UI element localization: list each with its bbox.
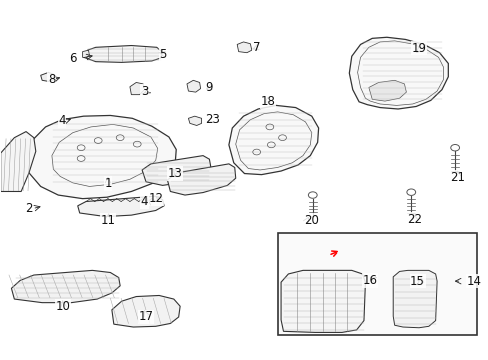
Polygon shape (281, 270, 365, 332)
Text: 15: 15 (409, 275, 424, 288)
Polygon shape (167, 164, 235, 195)
Polygon shape (188, 116, 201, 126)
Polygon shape (392, 270, 436, 328)
Text: 19: 19 (411, 41, 426, 54)
Text: 6: 6 (69, 51, 76, 64)
Polygon shape (130, 82, 144, 95)
Polygon shape (0, 132, 36, 192)
Polygon shape (27, 116, 176, 199)
Text: 7: 7 (252, 41, 260, 54)
Polygon shape (142, 156, 211, 185)
Text: 22: 22 (406, 213, 421, 226)
Polygon shape (78, 196, 163, 217)
Polygon shape (357, 41, 443, 105)
Text: 20: 20 (304, 214, 318, 227)
Text: 18: 18 (260, 95, 275, 108)
Text: 12: 12 (148, 192, 163, 205)
Polygon shape (86, 45, 162, 62)
Text: 11: 11 (100, 214, 115, 227)
Polygon shape (112, 296, 180, 327)
Text: 3: 3 (141, 85, 148, 98)
Polygon shape (82, 50, 89, 58)
Text: 4: 4 (58, 114, 65, 127)
Text: 2: 2 (25, 202, 33, 215)
Text: 17: 17 (138, 310, 153, 324)
Text: 21: 21 (449, 171, 465, 184)
Text: 4: 4 (141, 195, 148, 208)
Text: 1: 1 (104, 177, 111, 190)
Polygon shape (52, 125, 158, 186)
Text: 8: 8 (48, 73, 55, 86)
Text: 23: 23 (205, 113, 220, 126)
Polygon shape (237, 42, 251, 53)
Bar (277, 233, 476, 335)
Text: 13: 13 (167, 167, 183, 180)
Text: 10: 10 (56, 300, 70, 313)
Polygon shape (11, 270, 120, 303)
Polygon shape (228, 105, 318, 175)
Text: 5: 5 (159, 48, 166, 61)
Polygon shape (235, 112, 311, 170)
Text: 9: 9 (205, 81, 213, 94)
Polygon shape (186, 80, 200, 92)
Text: 16: 16 (362, 274, 377, 287)
Polygon shape (368, 80, 406, 101)
Text: 14: 14 (466, 275, 481, 288)
Polygon shape (41, 72, 54, 81)
Polygon shape (348, 37, 447, 109)
